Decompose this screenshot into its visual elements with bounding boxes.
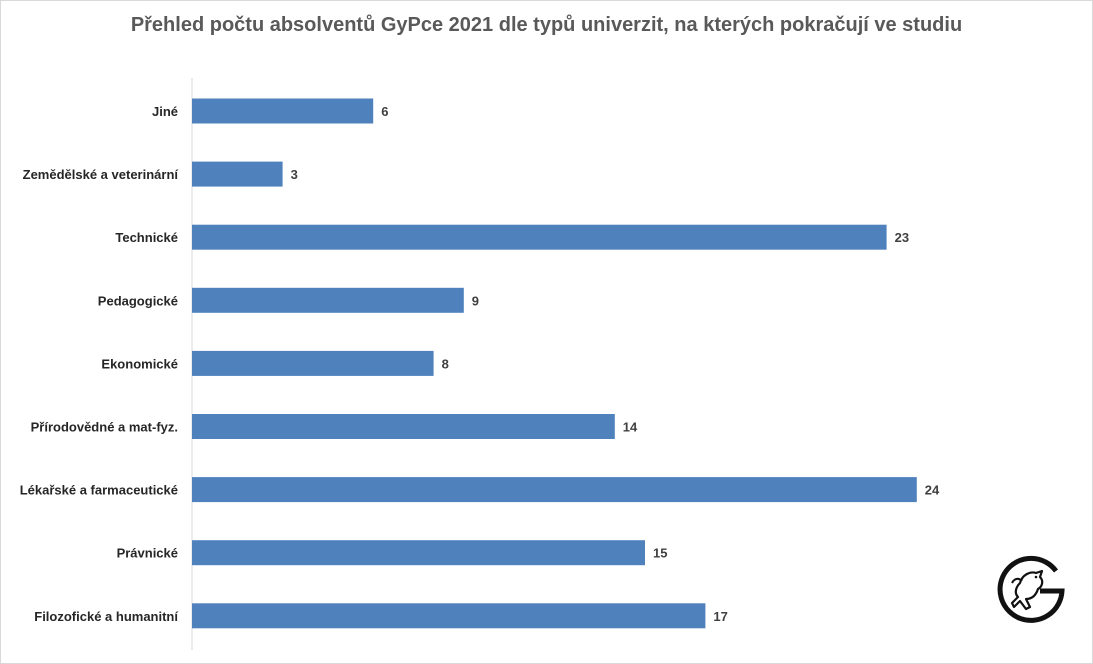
bar (192, 98, 374, 124)
category-label: Lékařské a farmaceutické (20, 483, 178, 498)
category-label: Zemědělské a veterinární (23, 167, 179, 182)
category-label: Právnické (117, 546, 178, 561)
data-label: 14 (623, 420, 638, 435)
category-label: Jiné (152, 104, 178, 119)
bar (192, 414, 615, 439)
bar (192, 287, 464, 313)
data-label: 15 (653, 546, 667, 561)
bar (192, 477, 917, 503)
data-label: 3 (291, 167, 298, 182)
data-label: 23 (895, 230, 909, 245)
bar (192, 224, 887, 250)
data-label: 9 (472, 293, 479, 308)
category-label: Filozofické a humanitní (34, 609, 178, 624)
bar (192, 540, 645, 566)
data-label: 6 (381, 104, 388, 119)
horse-logo-icon (997, 555, 1065, 623)
data-label: 8 (442, 356, 449, 371)
category-label: Přírodovědné a mat-fyz. (31, 420, 178, 435)
bar (192, 603, 706, 629)
category-label: Technické (115, 230, 178, 245)
data-label: 17 (713, 609, 727, 624)
category-label: Pedagogické (98, 293, 178, 308)
bar (192, 350, 434, 376)
data-label: 24 (925, 483, 940, 498)
chart-title: Přehled počtu absolventů GyPce 2021 dle … (130, 14, 963, 36)
category-label: Ekonomické (101, 356, 178, 371)
bar (192, 161, 283, 187)
